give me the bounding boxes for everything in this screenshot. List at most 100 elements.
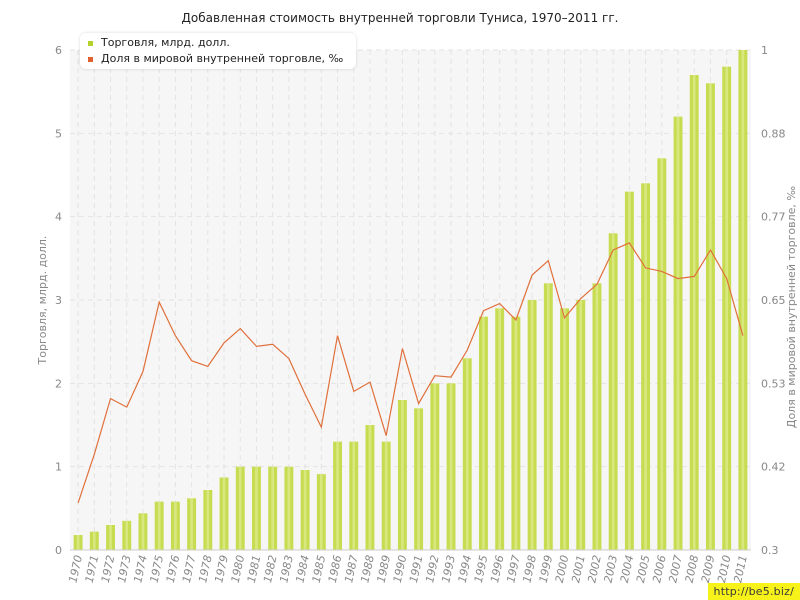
- y2-tick-label: 0.77: [761, 211, 786, 224]
- bar-highlight: [514, 316, 518, 550]
- bar-highlight: [628, 191, 631, 550]
- bar-highlight: [579, 300, 583, 550]
- x-tick-label: 1995: [472, 554, 491, 584]
- y2-tick-label: 0.53: [761, 377, 786, 390]
- bar-highlight: [190, 498, 193, 550]
- legend-swatch-trade: [88, 40, 93, 46]
- bar-highlight: [368, 425, 372, 550]
- bar-highlight: [563, 308, 566, 550]
- bar-highlight: [109, 525, 112, 550]
- bar-highlight: [141, 513, 145, 550]
- bar-highlight: [530, 300, 534, 550]
- bar-highlight: [676, 116, 680, 551]
- x-tick-label: 1978: [196, 554, 215, 584]
- bar-highlight: [255, 466, 258, 550]
- x-tick-label: 1993: [439, 554, 458, 584]
- y-tick-label: 5: [55, 127, 62, 140]
- bar-highlight: [709, 83, 712, 550]
- x-tick-label: 1972: [99, 554, 118, 584]
- y2-tick-label: 0.65: [761, 294, 786, 307]
- x-tick-label: 2003: [602, 554, 621, 584]
- bar-highlight: [465, 358, 469, 550]
- bar-highlight: [271, 466, 275, 550]
- x-tick-label: 2006: [650, 554, 669, 584]
- x-tick-label: 1971: [83, 554, 102, 584]
- bar-highlight: [384, 441, 388, 550]
- bar-highlight: [401, 400, 404, 550]
- y2-tick-label: 0.88: [761, 127, 786, 140]
- bar-highlight: [498, 308, 502, 550]
- x-tick-label: 2005: [634, 554, 653, 584]
- legend: Торговля, млрд. долл. Доля в мировой вну…: [80, 33, 356, 69]
- bar-highlight: [433, 383, 437, 550]
- share-line: [77, 242, 744, 504]
- x-tick-label: 1986: [326, 554, 345, 584]
- x-tick-label: 1982: [261, 554, 280, 584]
- x-tick-label: 1977: [180, 554, 199, 584]
- x-tick-label: 2002: [585, 554, 604, 584]
- bar-highlight: [352, 441, 356, 550]
- bar-highlight: [206, 490, 210, 550]
- x-tick-label: 1970: [66, 554, 85, 584]
- x-tick-label: 1996: [488, 554, 507, 584]
- x-tick-label: 1973: [115, 554, 134, 584]
- x-tick-label: 1999: [537, 554, 556, 584]
- legend-swatch-share: [88, 56, 93, 62]
- x-tick-label: 2009: [699, 554, 718, 584]
- x-tick-label: 1984: [293, 554, 312, 584]
- y2-axis-label: Доля в мировой внутренней торговле, ‰: [785, 186, 798, 429]
- x-tick-label: 2008: [683, 554, 702, 584]
- bar-highlight: [125, 520, 129, 550]
- x-tick-label: 1976: [164, 554, 183, 584]
- legend-item-trade: Торговля, млрд. долл.: [88, 35, 230, 51]
- bar-highlight: [76, 535, 80, 550]
- x-tick-label: 1987: [342, 554, 361, 584]
- bar-highlight: [741, 50, 745, 550]
- x-tick-label: 1991: [407, 554, 426, 584]
- x-tick-label: 1997: [504, 554, 523, 584]
- x-tick-label: 1974: [131, 554, 150, 584]
- y2-tick-label: 0.42: [761, 461, 786, 474]
- x-tick-label: 2011: [731, 554, 750, 584]
- x-tick-label: 1975: [148, 554, 167, 584]
- y2-tick-label: 0.3: [761, 544, 779, 557]
- bars-layer: [73, 50, 748, 551]
- y-axis-label: Торговля, млрд. долл.: [36, 236, 49, 366]
- legend-label-share: Доля в мировой внутренней торговле, ‰: [101, 52, 344, 65]
- x-tick-label: 1989: [375, 554, 394, 584]
- bar-highlight: [303, 470, 307, 550]
- x-tick-label: 1992: [423, 554, 442, 584]
- bar-highlight: [449, 383, 453, 550]
- x-tick-label: 1981: [245, 554, 264, 584]
- x-tick-label: 1998: [520, 554, 539, 584]
- y-tick-label: 0: [55, 544, 62, 557]
- bar-highlight: [287, 466, 291, 550]
- x-tick-label: 1980: [229, 554, 248, 584]
- bar-highlight: [692, 75, 696, 550]
- line-layer: [77, 242, 744, 504]
- chart-title: Добавленная стоимость внутренней торговл…: [182, 11, 619, 25]
- x-tick-label: 2004: [618, 554, 637, 584]
- bar-highlight: [725, 66, 729, 551]
- legend-label-trade: Торговля, млрд. долл.: [101, 36, 230, 49]
- y-tick-label: 6: [55, 44, 62, 57]
- x-tick-label: 2000: [553, 554, 572, 584]
- bar-highlight: [174, 501, 177, 550]
- y-tick-label: 1: [55, 461, 62, 474]
- bar-highlight: [222, 477, 226, 550]
- y-tick-label: 2: [55, 377, 62, 390]
- bar-highlight: [92, 531, 96, 550]
- bar-highlight: [660, 158, 664, 551]
- x-tick-label: 2001: [569, 554, 588, 584]
- x-tick-label: 1988: [358, 554, 377, 584]
- y2-tick-label: 1: [761, 44, 768, 57]
- watermark[interactable]: http://be5.biz/: [707, 583, 800, 600]
- bar-highlight: [644, 183, 647, 551]
- y-tick-label: 4: [55, 211, 62, 224]
- x-tick-label: 1979: [212, 554, 231, 584]
- x-tick-label: 2010: [715, 554, 734, 584]
- x-tick-label: 2007: [666, 554, 685, 584]
- x-tick-label: 1990: [391, 554, 410, 584]
